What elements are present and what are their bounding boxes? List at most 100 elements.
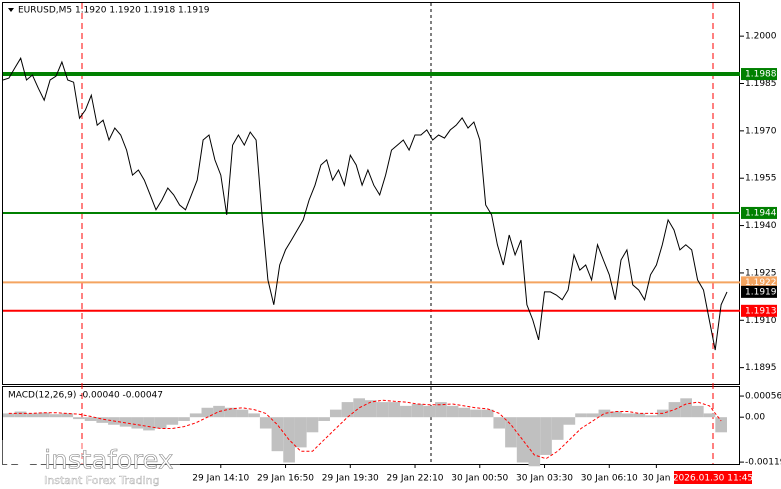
y-tick-label: 1.1925 [745, 268, 777, 278]
macd-bar [540, 417, 552, 455]
plot-layer: 1.20001.19851.19701.19551.19401.19251.19… [2, 32, 781, 484]
macd-bar [633, 413, 646, 418]
level-label-box [741, 276, 777, 289]
macd-bar [400, 405, 412, 418]
x-tick-label: 29 Jan 22:10 [387, 474, 444, 484]
macd-bar [84, 417, 97, 421]
macd-bar [236, 409, 249, 418]
macd-bar [14, 411, 27, 418]
macd-bar [294, 417, 307, 448]
macd-bar [446, 405, 459, 418]
macd-bar [621, 413, 634, 418]
macd-bar [493, 417, 506, 429]
macd-bar [189, 413, 202, 418]
macd-bar [715, 417, 727, 433]
macd-bar [61, 413, 74, 418]
x-tick-label: 29 Jan 14:10 [192, 474, 249, 484]
macd-bar [680, 398, 692, 418]
y-tick-label: 0.00 [745, 413, 765, 423]
macd-bar [96, 417, 109, 423]
logo-tagline: Instant Forex Trading [44, 474, 160, 487]
macd-bar [575, 413, 587, 418]
macd-bar [166, 417, 179, 425]
macd-bar [259, 417, 272, 429]
y-tick-label: -0.00119 [745, 458, 781, 468]
x-tick-label: 29 Jan 19:30 [322, 474, 379, 484]
macd-bar [411, 403, 424, 418]
macd-bar [645, 415, 657, 418]
y-tick-label: 1.1940 [745, 221, 777, 231]
header: EURUSD,M5 1.1920 1.1920 1.1918 1.1919 [18, 6, 210, 16]
x-tick-label: 30 Jan [642, 474, 670, 484]
macd-bar [271, 417, 284, 452]
last-price-box [741, 285, 777, 298]
macd-bar [213, 405, 225, 418]
level-label: 1.1944 [745, 208, 777, 218]
level-label-box [741, 304, 777, 317]
y-tick-label: 1.1970 [745, 126, 777, 136]
y-tick-label: 1.2000 [745, 32, 777, 42]
cursor-label-box [674, 471, 752, 484]
logo: instaforex Instant Forex Trading [2, 440, 180, 488]
x-tick-label: 30 Jan 03:30 [516, 474, 573, 484]
macd-title: MACD(12,26,9) -0.00040 -0.00047 [8, 391, 163, 401]
macd-bar [224, 407, 237, 418]
price-line [2, 56, 728, 351]
main-frame [2, 2, 740, 385]
macd-bar [388, 402, 401, 418]
level-label: 1.1988 [745, 70, 777, 80]
header-arrow [8, 8, 14, 12]
macd-bar [178, 417, 190, 421]
macd-bar [131, 417, 144, 429]
cursor-label: 2026.01.30 11:45 [673, 474, 753, 484]
level-label: 1.1922 [745, 278, 777, 288]
macd-bar [365, 400, 377, 418]
macd-bar [143, 417, 155, 431]
macd-bar [73, 417, 85, 420]
logo-icon [16, 452, 32, 472]
macd-frame [2, 386, 740, 465]
level-label-box [741, 206, 777, 219]
macd-bar [119, 417, 132, 427]
macd-bar [703, 413, 716, 418]
level-label-box [741, 68, 777, 81]
macd-bar [528, 417, 541, 467]
macd-bar [505, 417, 517, 448]
macd-bar [458, 407, 471, 418]
level-label: 1.1913 [745, 306, 777, 316]
macd-bar [283, 417, 295, 463]
last-price-label: 1.1919 [745, 287, 777, 297]
macd-bar [586, 413, 599, 418]
macd-bar [423, 405, 436, 418]
macd-bar [3, 413, 15, 418]
x-tick-label: 30 Jan 00:50 [451, 474, 508, 484]
macd-bar [26, 413, 39, 418]
y-tick-label: 1.1910 [745, 316, 777, 326]
macd-bar [598, 409, 611, 418]
macd-bar [248, 413, 260, 418]
y-tick-label: 0.00056 [745, 392, 781, 402]
macd-bar [668, 402, 681, 418]
macd-bar [551, 417, 564, 440]
macd-bar [306, 417, 319, 433]
x-tick-label: 29 Jan 16:50 [257, 474, 314, 484]
y-tick-label: 1.1955 [745, 174, 777, 184]
macd-bar [563, 417, 576, 425]
macd-bar [376, 402, 389, 418]
macd-bar [691, 405, 704, 418]
macd-bar [154, 417, 167, 429]
macd-bar [610, 411, 622, 418]
logo-icon [7, 445, 41, 479]
y-tick-label: 1.1895 [745, 363, 777, 373]
x-tick-label: 30 Jan 06:10 [581, 474, 638, 484]
macd-bar [49, 414, 62, 418]
macd-bar [353, 398, 365, 418]
macd-bar [516, 417, 529, 463]
macd-bar [38, 412, 50, 418]
macd-bar [435, 402, 447, 418]
macd-bar [318, 417, 330, 421]
signal-line [8, 399, 722, 460]
y-tick-label: 1.1985 [745, 79, 777, 89]
